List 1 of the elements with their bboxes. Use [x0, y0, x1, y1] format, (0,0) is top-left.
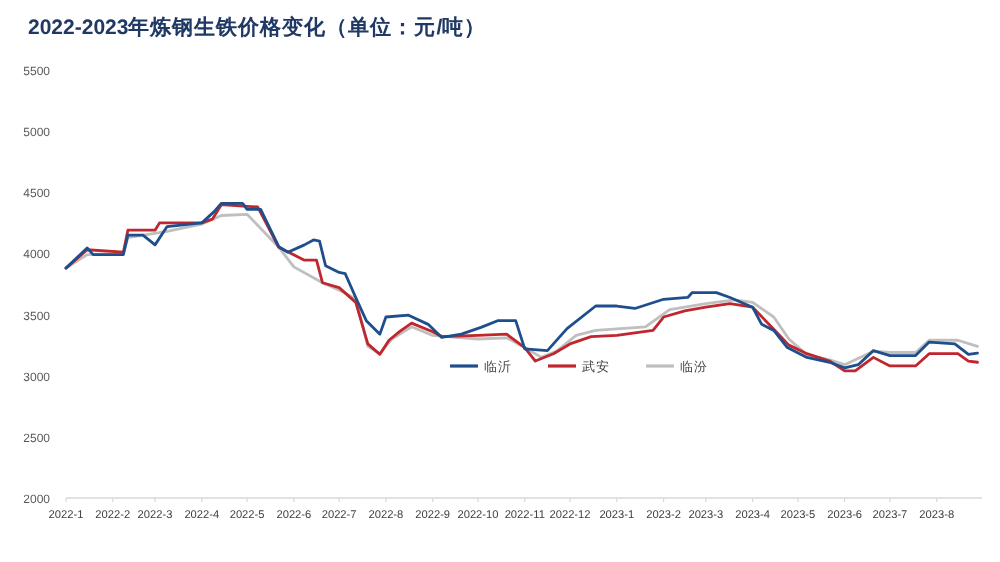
- chart-title: 2022-2023年炼钢生铁价格变化（单位：元/吨）: [28, 14, 487, 40]
